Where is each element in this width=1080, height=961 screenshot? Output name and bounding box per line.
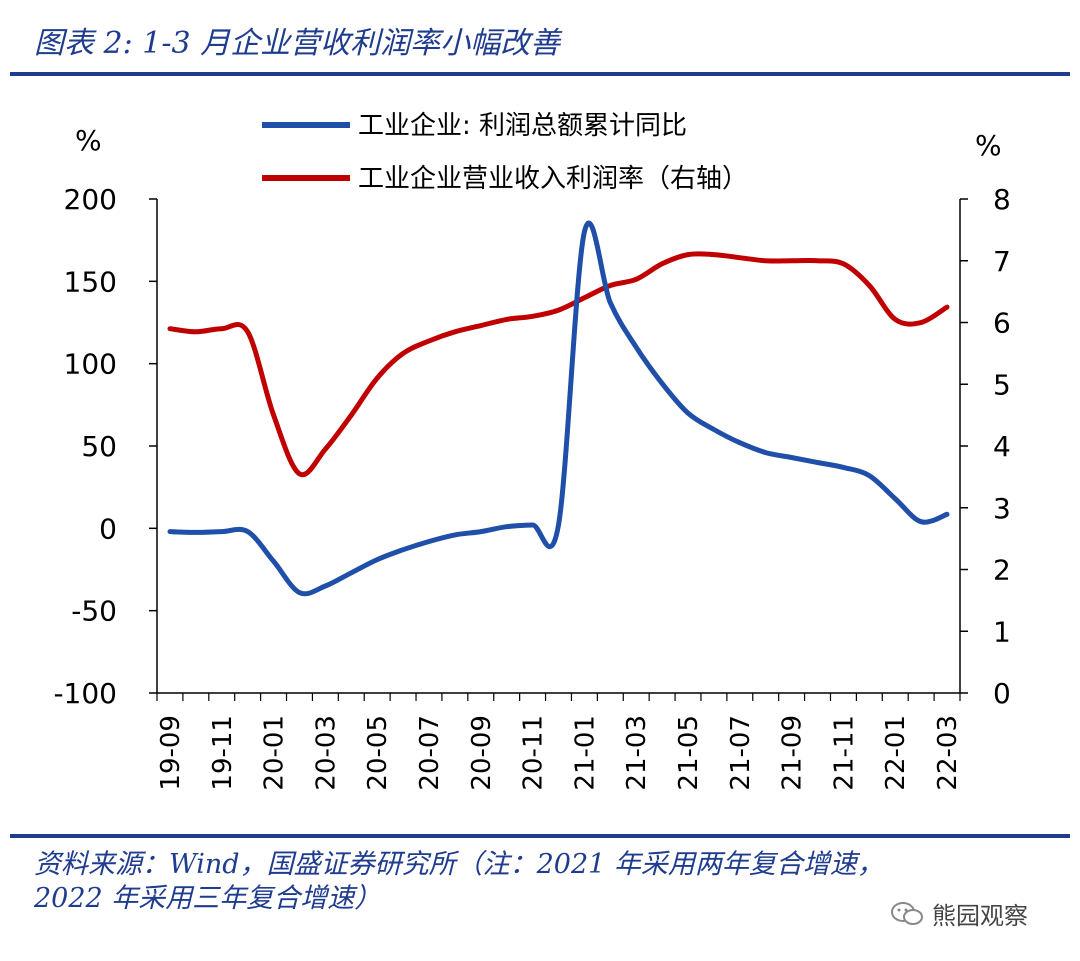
left-tick-label: 50 [81,430,117,463]
x-tick-label: 20-11 [519,715,549,791]
chart-title: 图表 2: 1-3 月企业营收利润率小幅改善 [34,26,561,61]
x-tick-label: 20-05 [363,715,393,791]
right-tick-label: 7 [993,245,1011,278]
right-axis-unit: % [975,129,1002,162]
right-tick-label: 1 [993,615,1011,648]
right-tick-label: 0 [993,677,1011,710]
left-axis-unit: % [75,124,102,157]
legend: 工业企业: 利润总额累计同比 工业企业营业收入利润率（右轴） [262,111,748,194]
source-divider [10,834,1070,838]
wechat-icon [891,901,923,925]
x-tick-label: 21-07 [726,715,756,791]
left-tick-label: 200 [64,183,117,216]
watermark-text: 熊园观察 [932,902,1028,930]
x-ticks: 19-09 19-11 20-01 20-03 20-05 20-07 20-09 20-11… [156,693,963,791]
series-line-profit-margin [167,251,950,478]
left-ticks: 200 150 100 50 0 -50 -100 [53,183,157,710]
right-tick-label: 5 [993,368,1011,401]
x-tick-label: 21-05 [674,715,704,791]
x-tick-label: 21-09 [778,715,808,791]
left-tick-label: -50 [71,595,117,628]
title-divider [10,72,1070,76]
left-tick-label: -100 [53,677,117,710]
left-tick-label: 0 [99,512,117,545]
series-line-profit-yoy [167,220,950,597]
x-tick-label: 20-09 [467,715,497,791]
x-tick-label: 22-01 [881,715,911,791]
x-tick-label: 20-01 [260,715,290,791]
x-tick-label: 20-03 [311,715,341,791]
x-tick-label: 19-11 [208,715,238,791]
left-tick-label: 100 [64,348,117,381]
line-chart: 工业企业: 利润总额累计同比 工业企业营业收入利润率（右轴） % % 20015… [53,111,1011,791]
right-tick-label: 4 [993,430,1011,463]
x-tick-label: 21-01 [570,715,600,791]
x-tick-label: 19-09 [156,715,186,791]
legend-label-profit-margin: 工业企业营业收入利润率（右轴） [358,164,748,194]
source-note-line1: 资料来源：Wind，国盛证券研究所（注：2021 年采用两年复合增速， [34,849,884,880]
right-tick-label: 8 [993,183,1011,216]
watermark: 熊园观察 [890,896,1028,931]
x-tick-label: 21-03 [622,715,652,791]
legend-label-profit-yoy: 工业企业: 利润总额累计同比 [358,111,687,141]
right-tick-label: 6 [993,307,1011,340]
x-tick-label: 20-07 [415,715,445,791]
x-tick-label: 21-11 [829,715,859,791]
right-ticks: 8 7 6 5 4 3 2 1 0 [960,183,1011,710]
x-tick-label: 22-03 [933,715,963,791]
right-tick-label: 2 [993,554,1011,587]
right-tick-label: 3 [993,492,1011,525]
source-note-line2: 2022 年采用三年复合增速） [34,883,382,914]
left-tick-label: 150 [64,265,117,298]
